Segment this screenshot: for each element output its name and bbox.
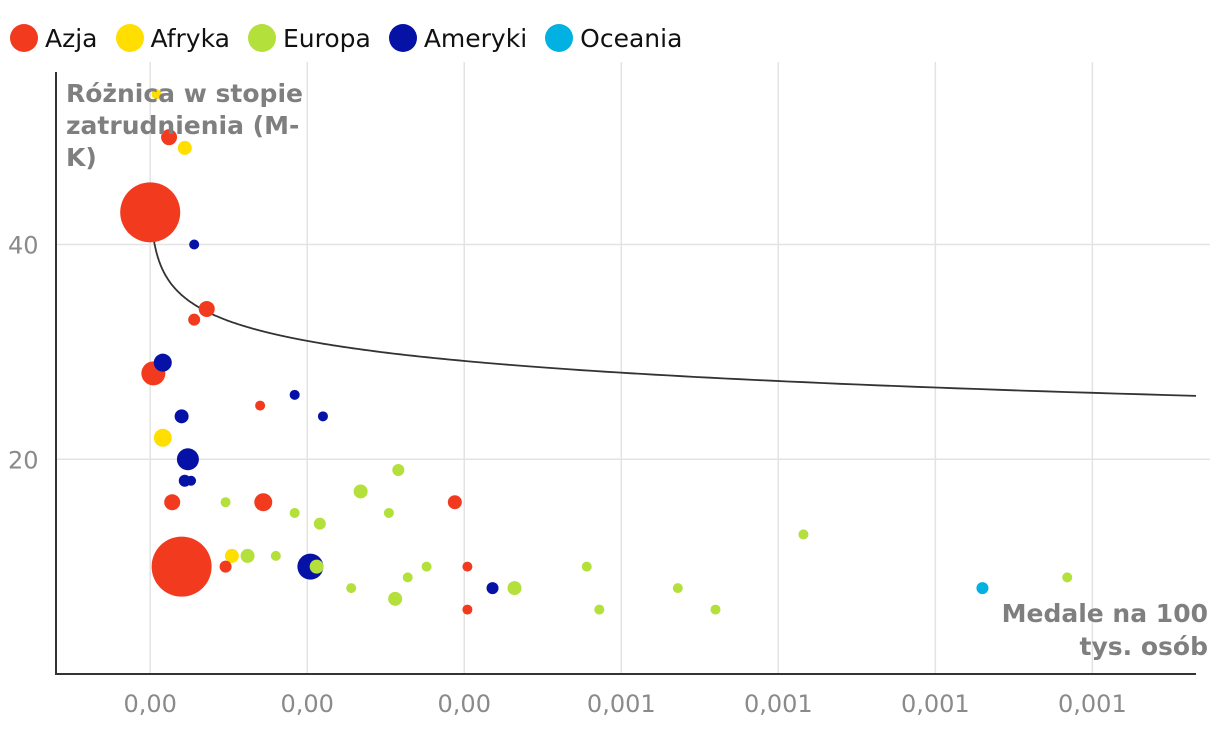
point-europa — [507, 581, 522, 596]
point-azja — [462, 561, 473, 572]
point-europa — [402, 572, 413, 583]
legend-label: Oceania — [580, 23, 683, 53]
point-azja — [219, 560, 232, 573]
point-afryka — [153, 428, 172, 447]
legend-item-oceania[interactable]: Oceania — [545, 24, 682, 53]
x-tick-label: 0,00 — [438, 690, 491, 718]
x-axis-title: Medale na 100 tys. osób — [1002, 599, 1208, 661]
point-azja — [447, 495, 462, 510]
legend-label: Afryka — [150, 23, 230, 53]
point-azja — [188, 313, 201, 326]
x-axis-title-line: tys. osób — [1080, 632, 1208, 661]
point-europa — [313, 517, 326, 530]
point-afryka — [177, 140, 192, 155]
y-axis-title-line: Różnica w stopie — [66, 79, 303, 108]
point-europa — [289, 507, 300, 518]
legend-item-afryka[interactable]: Afryka — [115, 23, 230, 53]
x-tick-label: 0,001 — [1058, 690, 1127, 718]
legend-item-azja[interactable]: Azja — [10, 24, 98, 53]
data-points — [120, 89, 1073, 615]
point-ameryki — [486, 582, 499, 595]
point-oceania — [976, 582, 989, 595]
point-europa — [594, 604, 605, 615]
point-ameryki — [186, 475, 197, 486]
point-europa — [346, 583, 357, 594]
point-afryka — [224, 548, 239, 563]
y-tick-label: 40 — [8, 232, 39, 260]
point-ameryki — [153, 353, 172, 372]
legend-label: Ameryki — [423, 23, 528, 53]
point-europa — [1062, 572, 1073, 583]
point-ameryki — [176, 448, 199, 471]
point-europa — [672, 583, 683, 594]
gridlines — [56, 62, 1210, 674]
point-ameryki — [289, 389, 300, 400]
point-afryka — [151, 89, 162, 100]
point-europa — [383, 507, 394, 518]
point-europa — [388, 591, 403, 606]
tick-labels: 0,00 0,00 0,00 0,001 0,001 0,001 0,001 20 40 — [8, 232, 1127, 718]
point-europa — [220, 497, 231, 508]
point-azja — [151, 536, 212, 597]
axes — [55, 72, 1196, 675]
legend-label: Azja — [45, 23, 98, 53]
legend-item-europa[interactable]: Europa — [247, 23, 371, 53]
legend-swatch — [10, 24, 38, 52]
legend-swatch — [247, 24, 276, 52]
legend-swatch — [115, 24, 144, 52]
point-europa — [270, 550, 281, 561]
point-europa — [240, 548, 255, 563]
point-azja — [254, 493, 273, 512]
point-europa — [353, 484, 368, 499]
legend-swatch — [545, 24, 574, 52]
x-tick-label: 0,001 — [587, 690, 656, 718]
y-axis-title-line: zatrudnienia (M- — [66, 111, 299, 140]
x-tick-label: 0,001 — [744, 690, 813, 718]
point-europa — [581, 561, 592, 572]
chart-legend: Azja Afryka Europa Ameryki Oceania — [10, 18, 700, 58]
point-azja — [164, 494, 181, 511]
y-axis-title: Różnica w stopie zatrudnienia (M- K) — [66, 79, 303, 172]
point-europa — [421, 561, 432, 572]
x-axis-title-line: Medale na 100 — [1002, 599, 1208, 628]
legend-label: Europa — [282, 23, 371, 53]
legend-swatch — [388, 24, 417, 52]
y-tick-label: 20 — [8, 446, 39, 474]
y-axis-title-line: K) — [66, 143, 97, 172]
point-ameryki — [174, 409, 189, 424]
point-ameryki — [317, 411, 328, 422]
point-ameryki — [189, 239, 200, 250]
point-azja — [161, 129, 178, 146]
point-azja — [462, 604, 473, 615]
point-azja — [198, 300, 215, 317]
point-europa — [309, 559, 324, 574]
x-tick-label: 0,00 — [123, 690, 176, 718]
point-europa — [392, 464, 405, 476]
x-tick-label: 0,001 — [901, 690, 970, 718]
point-europa — [798, 529, 809, 540]
legend-item-ameryki[interactable]: Ameryki — [388, 23, 528, 53]
point-azja — [255, 400, 266, 411]
point-azja — [120, 182, 181, 243]
point-europa — [710, 604, 721, 615]
x-tick-label: 0,00 — [281, 690, 334, 718]
